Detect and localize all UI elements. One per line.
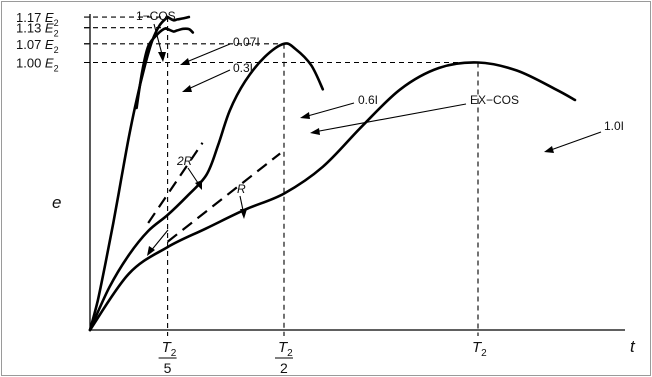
annotation-06i: 0.6I [358, 93, 378, 107]
annotation-007i-arrow [183, 43, 231, 64]
y-tick-label-3: 1.00 E2 [16, 56, 59, 74]
svg-text:2: 2 [280, 360, 288, 376]
annotation-10i-arrowhead [544, 146, 554, 153]
annotation-ex-cos-arrowhead [310, 128, 320, 135]
reference-lines [84, 16, 479, 336]
series-group [88, 15, 577, 332]
annotation-2r: 2R [176, 154, 193, 168]
annotation-10i-arrow [547, 131, 602, 152]
annotation-007i: 0.07I [233, 35, 260, 49]
annotations-group: 1−COS 0.07I 0.3I 0.6I EX−COS 1.0I 2R R [136, 9, 624, 256]
annotation-1-cos: 1−COS [136, 9, 176, 23]
annotation-03i-arrow [185, 69, 231, 91]
annotation-2r-slope-arrowhead [147, 246, 155, 256]
annotation-r-arrowhead [240, 209, 247, 219]
series-line-0-6i [88, 42, 325, 332]
y-tick-label-2: 1.07 E2 [16, 37, 59, 55]
dashed-line-2r [147, 142, 204, 224]
annotation-1-cos-arrowhead [158, 52, 166, 62]
annotation-2r-slope-arrow [149, 229, 169, 253]
annotation-r: R [237, 182, 246, 196]
series-line-1-cos [88, 15, 169, 332]
annotation-10i: 1.0I [604, 119, 624, 133]
y-axis-label: e [52, 193, 61, 212]
annotation-ex-cos-arrow [313, 103, 467, 133]
series-line-0-3i [135, 27, 195, 110]
y-tick-label-1: 1.13 E2 [16, 21, 59, 39]
y-tick-label-0: 1.17 E2 [16, 10, 59, 28]
x-axis-label: t [630, 337, 636, 356]
annotation-06i-arrow [303, 102, 355, 118]
svg-text:5: 5 [164, 360, 172, 376]
annotation-03i: 0.3I [233, 61, 253, 75]
annotation-03i-arrowhead [182, 85, 192, 92]
annotation-06i-arrowhead [300, 112, 310, 119]
series-line-1-0i [88, 61, 577, 332]
dashed-lines-group [147, 142, 281, 243]
series-line-0-07i [166, 15, 191, 22]
dashed-line-r [166, 152, 281, 243]
annotation-2r-arrowhead [195, 180, 202, 190]
annotation-007i-arrowhead [180, 58, 190, 65]
annotation-ex-cos: EX−COS [470, 93, 519, 107]
